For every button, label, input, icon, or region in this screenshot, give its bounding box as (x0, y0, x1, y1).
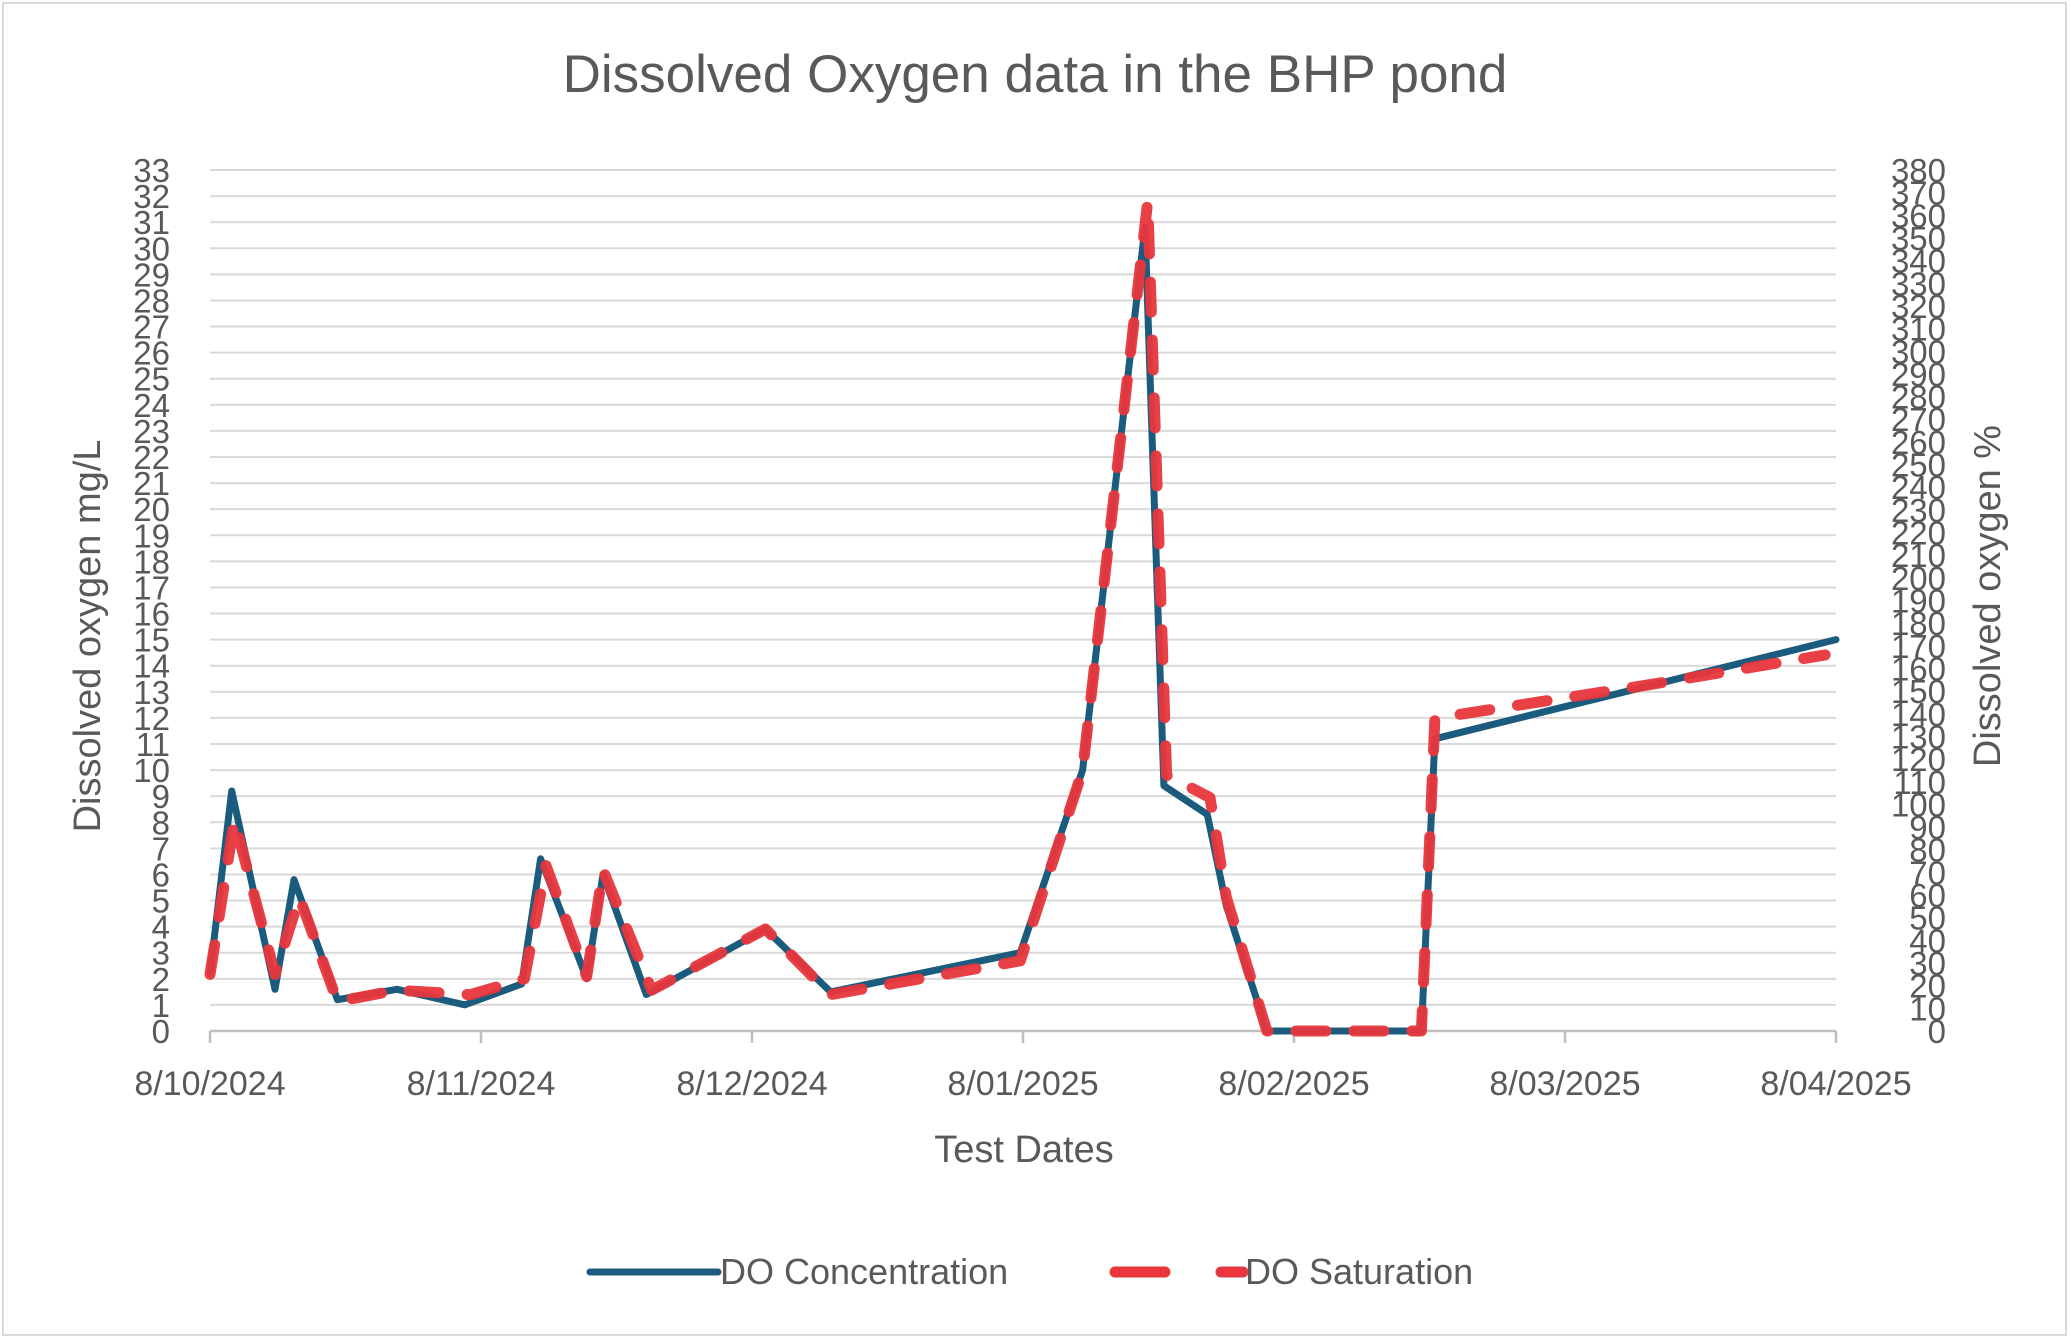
y2-tick-label: 30 (1909, 945, 1946, 982)
y2-tick-label: 280 (1891, 379, 1946, 416)
y2-tick-label: 180 (1891, 605, 1946, 642)
x-tick-label: 8/03/2025 (1489, 1065, 1640, 1103)
y-tick-label: 22 (133, 439, 170, 476)
y2-tick-label: 130 (1891, 718, 1946, 755)
x-axis-label: Test Dates (934, 1129, 1114, 1171)
y-tick-label: 25 (133, 361, 170, 398)
y-tick-label: 29 (133, 256, 170, 293)
y-axis-right: 0102030405060708090100110120130140150160… (1891, 152, 1946, 1050)
y2-tick-label: 250 (1891, 447, 1946, 484)
y2-tick-label: 60 (1909, 877, 1946, 914)
y2-tick-label: 140 (1891, 696, 1946, 733)
y2-tick-label: 270 (1891, 401, 1946, 438)
y-tick-label: 7 (152, 830, 170, 867)
y2-tick-label: 300 (1891, 333, 1946, 370)
y-tick-label: 26 (133, 335, 170, 372)
y2-tick-label: 220 (1891, 515, 1946, 552)
legend-label: DO Concentration (720, 1251, 1008, 1292)
chart-title: Dissolved Oxygen data in the BHP pond (563, 45, 1508, 104)
y2-tick-label: 10 (1909, 990, 1946, 1027)
y-tick-label: 2 (152, 961, 170, 998)
y-tick-label: 14 (133, 648, 170, 685)
y2-tick-label: 240 (1891, 469, 1946, 506)
x-tick-label: 8/01/2025 (947, 1065, 1098, 1103)
x-tick-label: 8/04/2025 (1760, 1065, 1911, 1103)
legend-label: DO Saturation (1245, 1251, 1473, 1292)
y-tick-label: 31 (133, 204, 170, 241)
y2-tick-label: 310 (1891, 311, 1946, 348)
y-tick-label: 5 (152, 883, 170, 920)
y2-tick-label: 380 (1891, 152, 1946, 189)
y-tick-label: 0 (152, 1013, 170, 1050)
y-tick-label: 10 (133, 752, 170, 789)
x-tick-label: 8/11/2024 (407, 1065, 556, 1103)
y2-tick-label: 260 (1891, 424, 1946, 461)
plot-area (204, 196, 1840, 1037)
x-tick-label: 8/10/2024 (134, 1065, 285, 1103)
y2-tick-label: 160 (1891, 650, 1946, 687)
y-tick-label: 21 (133, 465, 170, 502)
y-tick-label: 17 (133, 569, 170, 606)
x-tick-label: 8/12/2024 (676, 1065, 827, 1103)
y-tick-label: 19 (133, 517, 170, 554)
y2-tick-label: 40 (1909, 922, 1946, 959)
y2-tick-label: 100 (1891, 786, 1946, 823)
y2-tick-label: 20 (1909, 968, 1946, 1005)
y2-tick-label: 150 (1891, 673, 1946, 710)
y-tick-label: 18 (133, 543, 170, 580)
y-tick-label: 20 (133, 491, 170, 528)
y-tick-label: 23 (133, 413, 170, 450)
y-tick-label: 12 (133, 700, 170, 737)
y-tick-label: 33 (133, 152, 170, 189)
y2-tick-label: 360 (1891, 197, 1946, 234)
y2-tick-label: 120 (1891, 741, 1946, 778)
y-tick-label: 32 (133, 178, 170, 215)
y2-tick-label: 340 (1891, 243, 1946, 280)
y-tick-label: 27 (133, 309, 170, 346)
x-axis: 8/10/2024 8/11/2024 8/12/2024 8/01/2025 8/02… (134, 1031, 1912, 1103)
y-tick-label: 8 (152, 804, 170, 841)
y-axis-label: Dissolved oxygen mg/L (67, 440, 109, 833)
y2-tick-label: 50 (1909, 900, 1946, 937)
y-tick-label: 28 (133, 282, 170, 319)
y-tick-label: 13 (133, 674, 170, 711)
y2-tick-label: 110 (1893, 764, 1946, 801)
y2-tick-label: 370 (1891, 175, 1946, 212)
grid-lines (210, 169, 1836, 1033)
y2-tick-label: 90 (1909, 809, 1946, 846)
legend: DO Concentration DO Saturation (586, 1251, 1473, 1292)
y2-tick-label: 290 (1891, 356, 1946, 393)
y2-tick-label: 200 (1891, 560, 1946, 597)
series-line-0 (206, 223, 1840, 1035)
y-tick-label: 16 (133, 596, 170, 633)
y2-tick-label: 330 (1891, 265, 1946, 302)
y2-tick-label: 0 (1928, 1013, 1946, 1050)
y-axis-left: 0123456789101112131415161718192021222324… (133, 152, 170, 1050)
y2-axis-label: Dissolved oxygen % (1967, 425, 2009, 767)
y-tick-label: 30 (133, 230, 170, 267)
series-line-1 (204, 196, 1831, 1037)
y2-tick-label: 190 (1891, 583, 1946, 620)
y-tick-label: 3 (152, 935, 170, 972)
y-tick-label: 6 (152, 856, 170, 893)
y-tick-label: 24 (133, 387, 170, 424)
y2-tick-label: 70 (1909, 854, 1946, 891)
y2-tick-label: 230 (1891, 492, 1946, 529)
y2-tick-label: 320 (1891, 288, 1946, 325)
y2-tick-label: 170 (1891, 628, 1946, 665)
y-tick-label: 9 (152, 778, 170, 815)
x-tick-label: 8/02/2025 (1218, 1065, 1369, 1103)
y-tick-label: 1 (152, 987, 170, 1024)
y-tick-label: 4 (152, 909, 170, 946)
y-tick-label: 11 (136, 726, 170, 763)
y2-tick-label: 210 (1891, 537, 1946, 574)
y2-tick-label: 350 (1891, 220, 1946, 257)
y2-tick-label: 80 (1909, 832, 1946, 869)
y-tick-label: 15 (133, 622, 170, 659)
